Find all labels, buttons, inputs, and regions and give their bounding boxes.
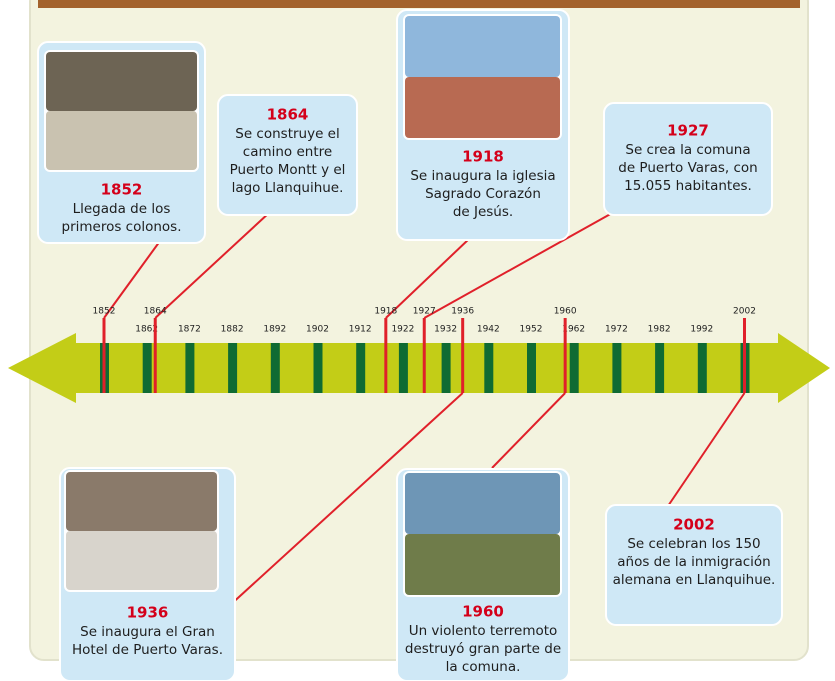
decade-bar xyxy=(356,343,365,393)
decade-bar xyxy=(484,343,493,393)
decade-bar xyxy=(228,343,237,393)
decade-bar xyxy=(570,343,579,393)
event-marker xyxy=(461,318,464,393)
event-axis-label: 1918 xyxy=(374,307,397,317)
event-text: Puerto Montt y el xyxy=(230,162,346,178)
decade-label: 1882 xyxy=(221,325,244,335)
decade-label: 1972 xyxy=(605,325,628,335)
event-marker xyxy=(423,318,426,393)
event-axis-label: 1852 xyxy=(93,307,116,317)
event-text: Un violento terremoto xyxy=(409,623,558,639)
event-text: Se inaugura el Gran xyxy=(80,624,215,640)
event-marker xyxy=(103,318,106,393)
event-text: Hotel de Puerto Varas. xyxy=(72,642,223,658)
event-text: Sagrado Corazón xyxy=(425,186,541,202)
decade-label: 1922 xyxy=(391,325,414,335)
event-text: 15.055 habitantes. xyxy=(624,178,752,194)
decade-bar xyxy=(655,343,664,393)
event-text: destruyó gran parte de xyxy=(405,641,561,657)
event-year: 1936 xyxy=(127,604,169,622)
decade-bar xyxy=(698,343,707,393)
photo-ground xyxy=(46,111,197,170)
decade-label: 1942 xyxy=(477,325,500,335)
event-text: Se construye el xyxy=(235,126,339,142)
decade-bar xyxy=(399,343,408,393)
decade-label: 1872 xyxy=(178,325,201,335)
event-axis-label: 1936 xyxy=(451,307,474,317)
event-text: camino entre xyxy=(243,144,332,160)
decade-bar xyxy=(271,343,280,393)
decade-bar xyxy=(185,343,194,393)
event-text: Se inaugura la iglesia xyxy=(410,168,555,184)
photo-ground xyxy=(405,534,560,595)
event-text: Llegada de los xyxy=(73,201,171,217)
event-year: 1864 xyxy=(267,106,309,124)
photo-ground xyxy=(405,77,560,138)
event-year: 2002 xyxy=(673,516,715,534)
decade-label: 1932 xyxy=(434,325,457,335)
event-year: 1918 xyxy=(462,148,504,166)
event-marker xyxy=(154,318,157,393)
decade-label: 1902 xyxy=(306,325,329,335)
event-axis-label: 1960 xyxy=(554,307,577,317)
event-text: la comuna. xyxy=(446,659,521,675)
event-text: de Jesús. xyxy=(453,204,513,220)
arrow-band xyxy=(70,343,782,393)
event-axis-label: 2002 xyxy=(733,307,756,317)
event-marker xyxy=(384,318,387,393)
photo-ground xyxy=(66,531,217,590)
event-box xyxy=(604,103,772,215)
decade-bar xyxy=(442,343,451,393)
photo-sky xyxy=(405,473,560,534)
decade-label: 1982 xyxy=(648,325,671,335)
photo-sky xyxy=(405,16,560,77)
event-year: 1852 xyxy=(101,181,143,199)
decade-bar xyxy=(612,343,621,393)
decade-bar xyxy=(527,343,536,393)
event-axis-label: 1864 xyxy=(144,307,167,317)
event-text: de Puerto Varas, con xyxy=(618,160,757,176)
event-text: años de la inmigración xyxy=(617,554,770,570)
event-text: lago Llanquihue. xyxy=(232,180,344,196)
event-text: alemana en Llanquihue. xyxy=(613,572,776,588)
event-marker xyxy=(564,318,567,393)
photo-sky xyxy=(46,52,197,111)
decade-label: 1912 xyxy=(349,325,372,335)
decade-label: 1992 xyxy=(690,325,713,335)
event-text: Se celebran los 150 xyxy=(627,536,760,552)
event-axis-label: 1927 xyxy=(413,307,436,317)
decade-label: 1892 xyxy=(263,325,286,335)
decade-bar xyxy=(314,343,323,393)
decade-bar xyxy=(143,343,152,393)
event-year: 1927 xyxy=(667,122,709,140)
event-text: Se crea la comuna xyxy=(625,142,750,158)
event-text: primeros colonos. xyxy=(62,219,182,235)
timeline-page: 1862187218821892190219121922193219421952… xyxy=(0,0,835,681)
event-year: 1960 xyxy=(462,603,504,621)
photo-sky xyxy=(66,472,217,531)
event-marker xyxy=(743,318,746,393)
decade-label: 1952 xyxy=(520,325,543,335)
top-bar xyxy=(38,0,800,8)
